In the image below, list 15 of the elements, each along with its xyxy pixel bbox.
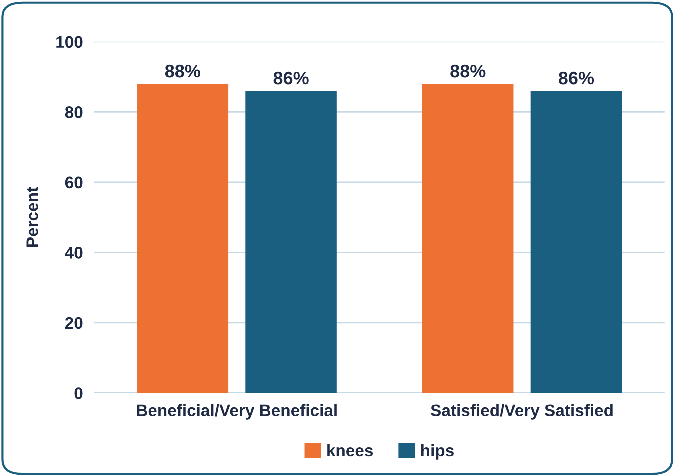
- x-tick-label: Satisfied/Very Satisfied: [431, 404, 613, 420]
- y-tick-label: 20: [65, 317, 83, 330]
- data-label: 88%: [165, 64, 200, 78]
- y-axis-title: Percent: [26, 187, 38, 247]
- y-tick-label: 80: [65, 106, 83, 118]
- y-tick-label: 100: [56, 36, 83, 48]
- y-tick-label: 40: [65, 247, 83, 259]
- data-label: 88%: [450, 64, 486, 78]
- x-tick-label: Beneficial/Very Beneficial: [137, 404, 337, 420]
- legend-label: knees: [328, 444, 374, 457]
- data-label: 86%: [558, 72, 594, 85]
- legend-label: hips: [422, 444, 454, 460]
- data-label: 86%: [274, 72, 309, 85]
- y-tick-label: 60: [65, 176, 83, 189]
- y-tick-label: 0: [74, 388, 83, 400]
